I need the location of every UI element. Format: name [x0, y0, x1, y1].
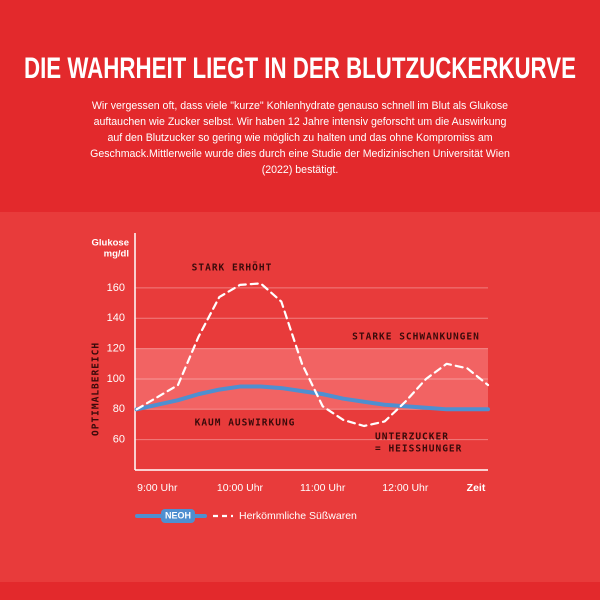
- legend-label: NEOH: [165, 510, 191, 520]
- legend-badge: [161, 509, 195, 523]
- x-tick-label: 10:00 Uhr: [217, 482, 264, 494]
- band-label: OPTIMALBEREICH: [91, 342, 102, 436]
- y-axis-label: Glukose: [92, 238, 130, 249]
- legend-label: Herkömmliche Süßwaren: [239, 510, 357, 522]
- series-line: [135, 282, 490, 428]
- chart-title: DIE WAHRHEIT LIEGT IN DER BLUTZUCKERKURV…: [24, 52, 576, 85]
- y-tick-label: 160: [107, 282, 125, 294]
- annotation: KAUM AUSWIRKUNG: [195, 418, 296, 429]
- annotation: = HEISSHUNGER: [375, 444, 462, 455]
- annotation: STARKE SCHWANKUNGEN: [352, 332, 480, 343]
- annotation: STARK ERHÖHT: [192, 263, 273, 274]
- x-axis-label: Zeit: [467, 482, 486, 494]
- y-tick-label: 80: [113, 403, 125, 415]
- y-tick-label: 140: [107, 312, 125, 324]
- y-tick-label: 100: [107, 373, 125, 385]
- x-tick-label: 12:00 Uhr: [382, 482, 429, 494]
- optimal-band: [135, 348, 488, 410]
- x-tick-label: 9:00 Uhr: [137, 482, 178, 494]
- y-tick-label: 120: [107, 343, 125, 355]
- y-tick-label: 60: [113, 434, 125, 446]
- series-line: [134, 384, 490, 412]
- y-axis-label: mg/dl: [104, 249, 129, 260]
- annotation: UNTERZUCKER: [375, 432, 449, 443]
- subtitle: Wir vergessen oft, dass viele "kurze" Ko…: [90, 100, 510, 176]
- x-tick-label: 11:00 Uhr: [300, 482, 346, 494]
